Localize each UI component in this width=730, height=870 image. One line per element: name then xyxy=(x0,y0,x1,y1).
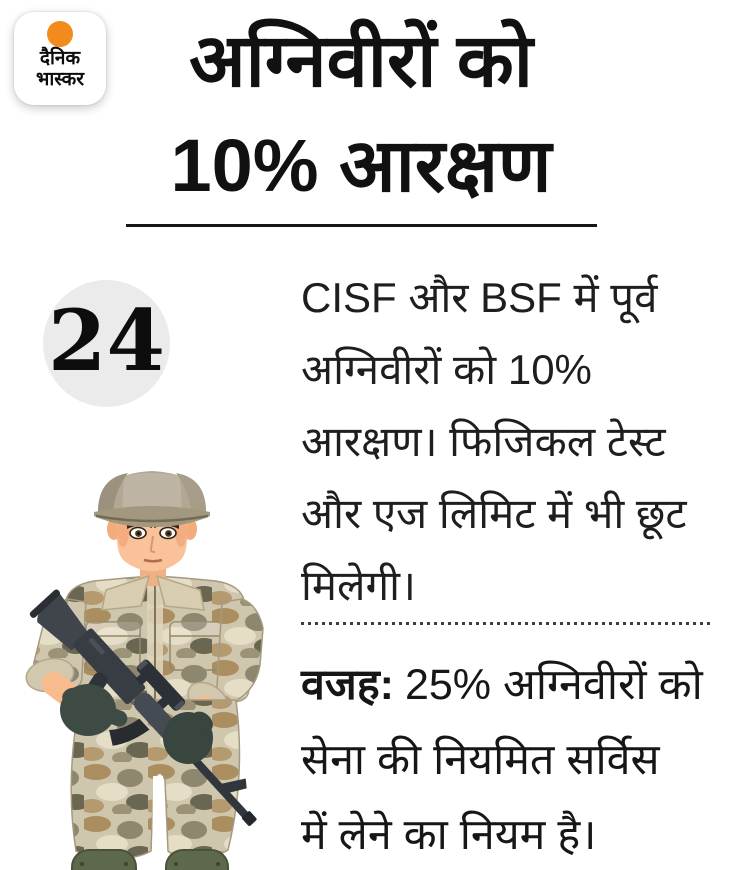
title-line-1: अग्निवीरों को xyxy=(189,19,533,102)
title-underline xyxy=(126,224,597,227)
reason-line: वजह: 25% अग्निवीरों को xyxy=(301,661,703,709)
dainik-bhaskar-logo: दैनिक भास्कर xyxy=(14,12,106,105)
fact-line: आरक्षण। फिजिकल टेस्ट xyxy=(301,418,666,465)
fact-line: अग्निवीरों को 10% xyxy=(301,346,592,393)
soldier-cap xyxy=(94,471,210,527)
title-line-2: 10% आरक्षण xyxy=(170,124,552,207)
fact-text: CISF और BSF में पूर्व अग्निवीरों को 10% … xyxy=(301,262,729,622)
reason-line: सेना की नियमित सर्विस xyxy=(301,736,660,784)
dotted-divider xyxy=(301,622,711,625)
fact-line: मिलेगी। xyxy=(301,562,416,609)
page-title: अग्निवीरों को 10% आरक्षण xyxy=(104,8,618,218)
reason-label: वजह: xyxy=(301,661,394,709)
knee-pads xyxy=(71,849,229,870)
logo-text: दैनिक भास्कर xyxy=(36,48,84,90)
reason-line: में लेने का नियम है। xyxy=(301,811,597,859)
logo-line1: दैनिक xyxy=(39,48,81,69)
gloves xyxy=(60,684,213,764)
point-number: 24 xyxy=(48,290,165,390)
body-column: CISF और BSF में पूर्व अग्निवीरों को 10% … xyxy=(301,262,729,870)
soldier-illustration xyxy=(25,471,264,870)
point-number-badge: 24 xyxy=(43,280,170,407)
fact-line: और एज लिमिट में भी छूट xyxy=(301,490,687,537)
logo-sun-icon xyxy=(47,21,73,47)
fact-line: CISF और BSF में पूर्व xyxy=(301,274,658,321)
logo-line2: भास्कर xyxy=(35,69,85,90)
reason-text: वजह: 25% अग्निवीरों को सेना की नियमित सर्… xyxy=(301,648,729,870)
